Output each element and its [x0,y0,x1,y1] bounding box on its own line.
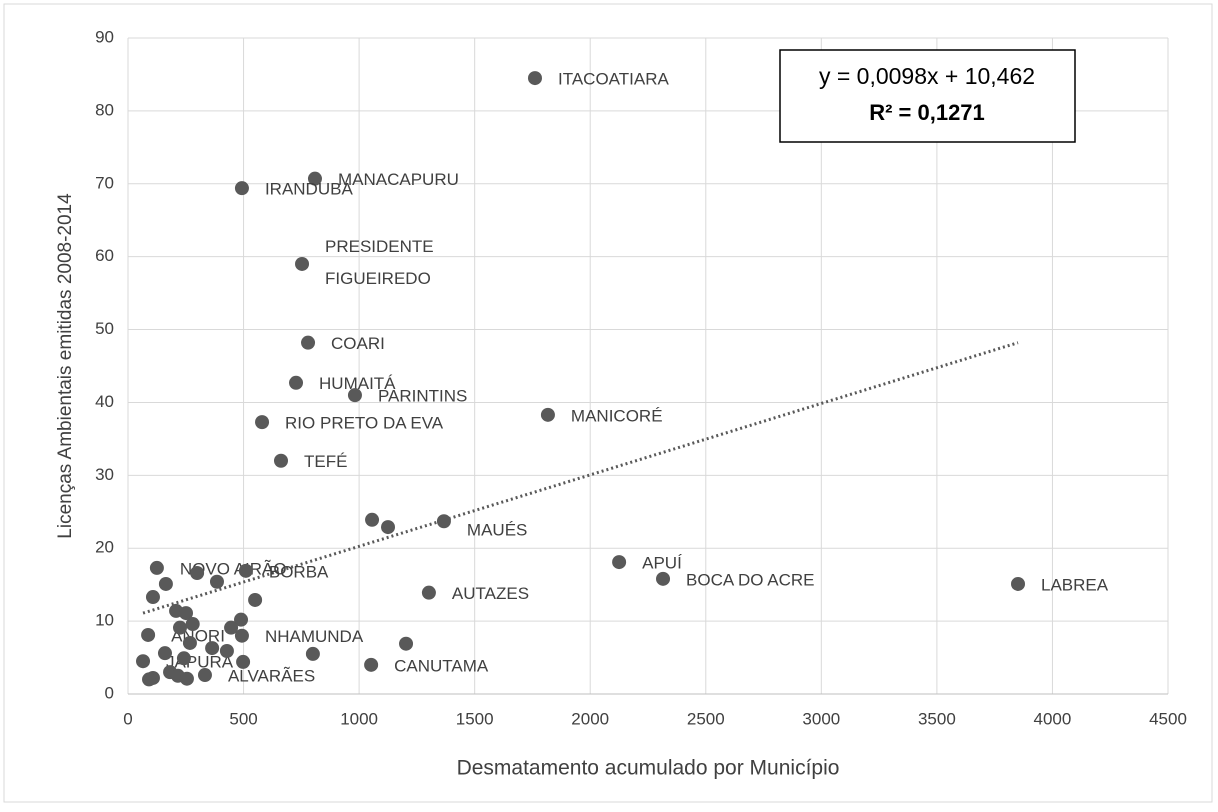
equation-box [779,49,1076,143]
point [157,646,172,661]
point [656,571,671,586]
point-label: PRESIDENTE FIGUEIREDO [325,237,434,288]
point [182,635,197,650]
point [295,256,310,271]
point-label: IRANDUBA [265,180,354,199]
y-tick-label: 50 [95,319,114,338]
x-tick-label: 1000 [340,709,378,728]
point-label: ALVARÃES [228,667,315,686]
point-label: COARI [331,334,385,353]
point-label: ITACOATIARA [558,70,669,89]
y-tick-label: 40 [95,392,114,411]
y-tick-label: 60 [95,246,114,265]
point-label: BOCA DO ACRE [686,570,814,589]
x-tick-label: 3000 [802,709,840,728]
y-tick-label: 30 [95,465,114,484]
y-tick-label: 0 [105,683,114,702]
point-label: PARINTINS [378,387,467,406]
y-axis-label: Licenças Ambientais emitidas 2008-2014 [55,193,76,539]
x-tick-label: 500 [229,709,257,728]
point [399,636,414,651]
point-label: APUÍ [642,554,682,573]
point [365,512,380,527]
point [145,590,160,605]
point-label: TEFÉ [304,452,347,471]
point [421,585,436,600]
point [141,627,156,642]
r-squared: R² = 0,1271 [869,100,985,125]
point [234,181,249,196]
point [173,620,187,635]
point [197,668,212,683]
point [142,672,157,687]
y-tick-label: 80 [95,100,114,119]
y-tick-label: 90 [95,27,114,46]
x-tick-label: 0 [123,709,132,728]
point [1011,576,1026,591]
point-label: CANUTAMA [394,656,489,675]
point [136,654,151,669]
y-tick-label: 20 [95,538,114,557]
point [149,560,164,575]
point [205,641,220,656]
point [190,566,205,581]
point [219,643,234,658]
x-tick-label: 4000 [1034,709,1072,728]
y-tick-label: 10 [95,611,114,630]
point [381,520,395,535]
point [273,453,288,468]
point [248,592,263,607]
point [347,388,362,403]
point-label: AUTAZES [452,584,529,603]
point [305,646,320,661]
point [185,617,200,632]
point-label: LABREA [1041,575,1109,594]
point [527,71,542,86]
point [540,407,555,422]
x-tick-label: 3500 [918,709,956,728]
point [238,563,253,578]
point-label: RIO PRETO DA EVA [285,414,444,433]
point [289,375,304,390]
point [158,576,173,591]
point [364,657,379,672]
point-label: NOVO AIRÃO [180,559,287,578]
point [234,628,249,643]
point [255,415,270,430]
point-label: MAUÉS [467,521,527,540]
point-label: MANICORÉ [571,406,663,425]
point [179,671,194,686]
point [307,171,322,186]
x-axis-label: Desmatamento acumulado por Município [457,757,840,780]
point [436,514,451,529]
point [224,620,239,635]
x-tick-label: 4500 [1149,709,1187,728]
point [612,555,627,570]
equation: y = 0,0098x + 10,462 [819,63,1035,89]
point [179,606,194,621]
point [236,654,251,669]
y-tick-label: 70 [95,173,114,192]
point-label: NHAMUNDA [265,627,364,646]
x-tick-label: 2500 [687,709,725,728]
point-label: MANACAPURU [338,170,459,189]
point [209,574,224,589]
point-label: HUMAITÁ [319,374,396,393]
point-label: BORBA [269,562,329,581]
point [301,335,316,350]
x-tick-label: 2000 [571,709,609,728]
x-tick-label: 1500 [456,709,494,728]
point [234,612,249,627]
point [176,651,191,666]
